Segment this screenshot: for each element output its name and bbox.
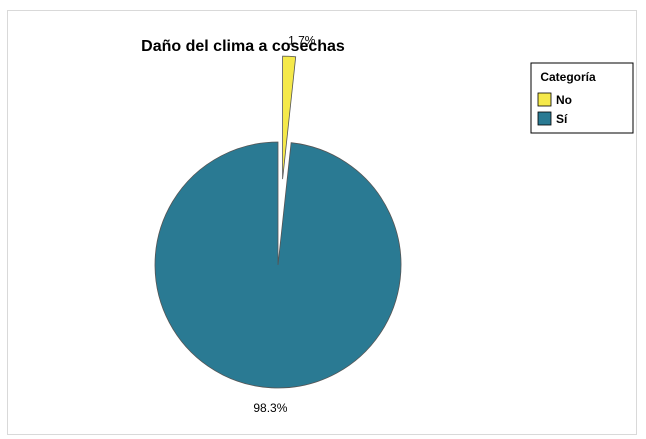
pie-data-labels: 1.7% 98.3% [253, 33, 315, 414]
legend-swatch-no [537, 92, 552, 107]
data-label-si: 98.3% [253, 401, 287, 415]
chart-frame: Daño del clima a cosechas 1.7% 98.3% Cate… [7, 10, 637, 435]
pie-chart: Daño del clima a cosechas 1.7% 98.3% Cate… [141, 33, 634, 415]
legend-label-no: No [556, 93, 572, 107]
pie-slices [154, 55, 402, 389]
legend-items: No Sí [537, 92, 572, 126]
pie-slice-si [154, 141, 402, 389]
legend-swatch-si [537, 111, 552, 126]
chart-title: Daño del clima a cosechas [141, 38, 345, 55]
data-label-no: 1.7% [288, 33, 316, 47]
legend-title: Categoría [540, 70, 596, 84]
legend-label-si: Sí [556, 112, 568, 126]
pie-slice-no [282, 55, 297, 180]
legend: Categoría No Sí [530, 62, 634, 134]
